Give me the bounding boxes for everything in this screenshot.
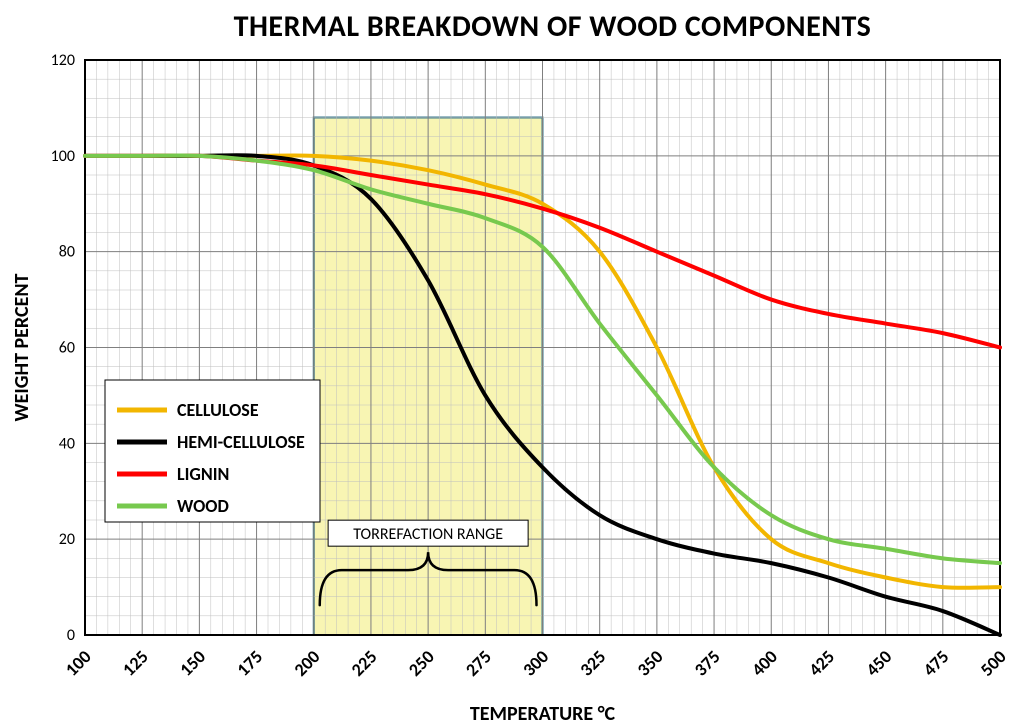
y-tick-label: 60 xyxy=(59,339,75,358)
y-tick-label: 40 xyxy=(59,434,75,453)
chart-title: THERMAL BREAKDOWN OF WOOD COMPONENTS xyxy=(234,8,872,45)
x-axis-label: TEMPERATURE °C xyxy=(470,702,616,726)
y-tick-label: 20 xyxy=(59,530,75,549)
legend-label: WOOD xyxy=(177,495,229,517)
y-tick-label: 0 xyxy=(67,626,75,645)
y-tick-label: 80 xyxy=(59,243,75,262)
torrefaction-label: TORREFACTION RANGE xyxy=(353,525,503,544)
legend-label: LIGNIN xyxy=(177,463,229,485)
chart-svg: TORREFACTION RANGE1001251501752002252502… xyxy=(0,0,1024,726)
chart-container: TORREFACTION RANGE1001251501752002252502… xyxy=(0,0,1024,726)
legend-label: HEMI-CELLULOSE xyxy=(177,431,305,453)
y-axis-label: WEIGHT PERCENT xyxy=(10,273,34,421)
y-tick-label: 120 xyxy=(51,51,75,70)
y-tick-label: 100 xyxy=(51,147,75,166)
legend-label: CELLULOSE xyxy=(177,399,259,421)
